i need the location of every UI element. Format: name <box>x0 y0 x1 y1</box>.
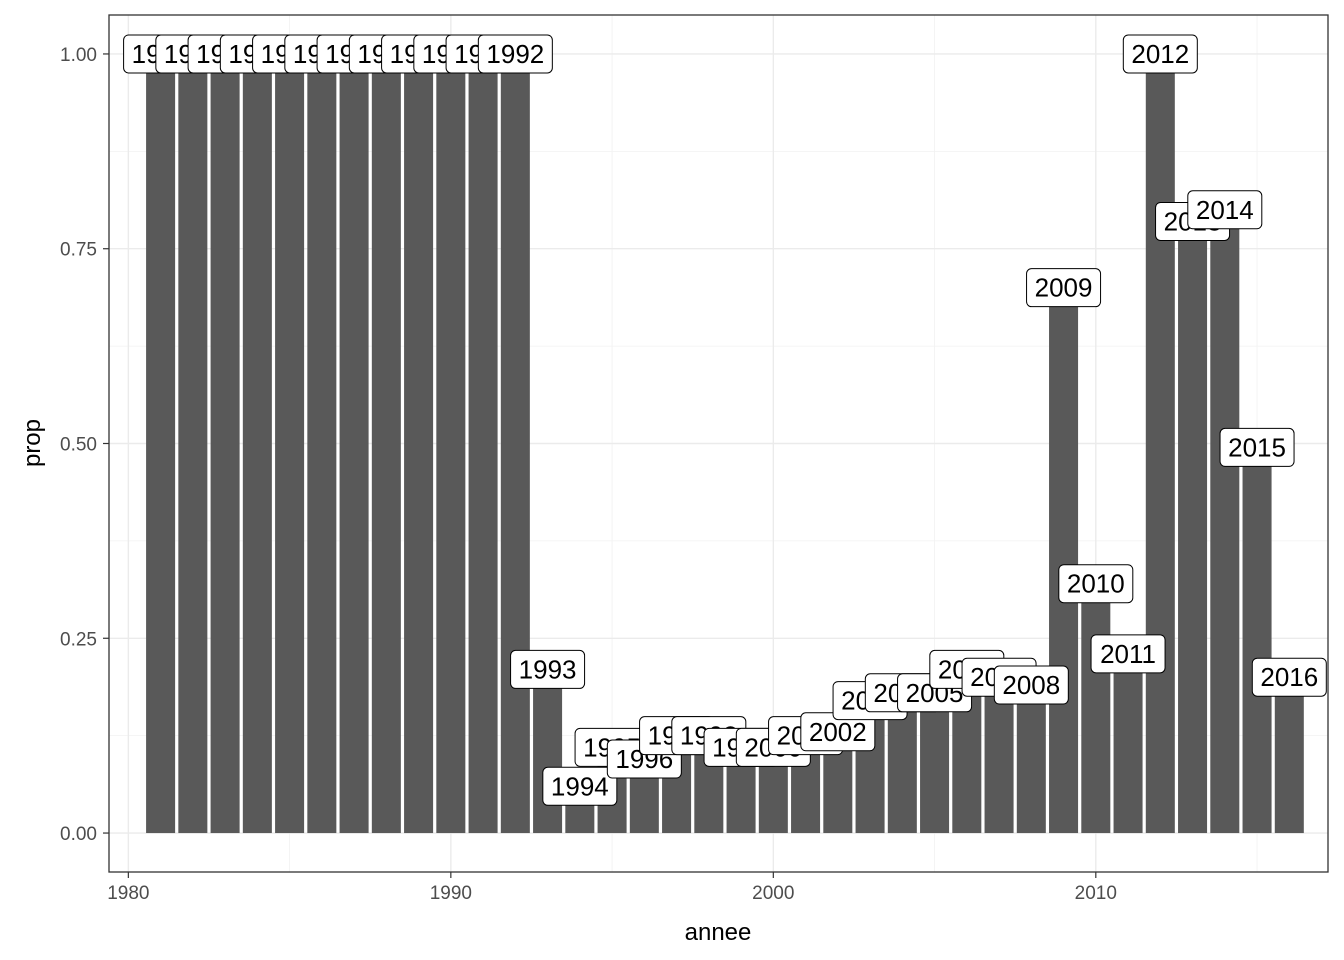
bar <box>1049 287 1079 834</box>
y-tick-label: 0.75 <box>60 240 97 261</box>
bar-label: 2012 <box>1122 34 1198 74</box>
bar-label-box <box>1219 427 1295 467</box>
bar-label-box <box>542 766 618 806</box>
bar <box>275 53 305 834</box>
x-tick-label: 1990 <box>430 883 472 904</box>
bar <box>468 53 498 834</box>
bar <box>1210 209 1240 834</box>
y-axis-title: prop <box>19 419 46 467</box>
bar-label: 2002 <box>800 712 876 752</box>
bar-label-text: 2009 <box>1035 273 1093 303</box>
bar-label-box <box>1058 564 1134 604</box>
bar <box>178 53 208 834</box>
bar-label-text: 2002 <box>809 717 867 747</box>
bar-label: 1993 <box>510 649 586 689</box>
bar-label: 2015 <box>1219 427 1295 467</box>
bar <box>1274 677 1304 834</box>
bar-label-box <box>1122 34 1198 74</box>
bar-label: 2016 <box>1251 657 1327 697</box>
bar-label-box <box>993 665 1069 705</box>
bar-label-text: 1993 <box>519 654 577 684</box>
y-tick-label: 0.50 <box>60 435 97 456</box>
bar <box>307 53 337 834</box>
bar-label-text: 2015 <box>1228 432 1286 462</box>
y-tick-label: 0.00 <box>60 824 97 845</box>
bar <box>242 53 272 834</box>
axes: 1980 1990 2000 2010 0.00 0.25 0.50 0.75 1.00 <box>60 45 1117 904</box>
bar-label-box <box>1187 190 1263 230</box>
bar-labels: 1981198219831984198519861987198819891990… <box>123 34 1327 806</box>
bar <box>1016 685 1046 834</box>
bar-label-box <box>1026 268 1102 308</box>
x-tick-label: 2010 <box>1075 883 1117 904</box>
y-tick-label: 0.25 <box>60 629 97 650</box>
bar-label: 2008 <box>993 665 1069 705</box>
bar <box>533 669 563 834</box>
bar-label-box <box>1251 657 1327 697</box>
bar <box>146 53 176 834</box>
bar-label: 1992 <box>477 34 553 74</box>
bar <box>371 53 401 834</box>
y-tick-label: 1.00 <box>60 45 97 66</box>
bar <box>210 53 240 834</box>
bar <box>920 692 950 834</box>
bar-label-text: 2011 <box>1100 639 1156 669</box>
bar-label-text: 1992 <box>486 39 544 69</box>
bar-label-box <box>510 649 586 689</box>
bar-label-text: 2012 <box>1131 39 1189 69</box>
bar-label: 2014 <box>1187 190 1263 230</box>
bar-label-box <box>477 34 553 74</box>
x-axis-title: annee <box>685 919 752 946</box>
bar <box>1145 53 1175 834</box>
bar <box>1113 653 1143 834</box>
x-tick-label: 2000 <box>752 883 794 904</box>
bar-label-text: 2016 <box>1260 662 1318 692</box>
bar <box>1081 583 1111 834</box>
bar <box>1178 221 1208 834</box>
bar-label: 1994 <box>542 766 618 806</box>
bar-label: 2011 <box>1090 634 1166 674</box>
bar-label: 2010 <box>1058 564 1134 604</box>
bar <box>1242 447 1272 834</box>
x-tick-label: 1980 <box>107 883 149 904</box>
bars <box>146 53 1304 834</box>
bar <box>436 53 466 834</box>
bar <box>339 53 369 834</box>
bar-label-text: 2014 <box>1196 195 1254 225</box>
bar-label-text: 2010 <box>1067 569 1125 599</box>
bar-label-box <box>1090 634 1166 674</box>
bar-label: 2009 <box>1026 268 1102 308</box>
bar-label-text: 1994 <box>551 771 609 801</box>
bar <box>404 53 434 834</box>
bar <box>500 53 530 834</box>
bar-label-text: 2008 <box>1002 670 1060 700</box>
